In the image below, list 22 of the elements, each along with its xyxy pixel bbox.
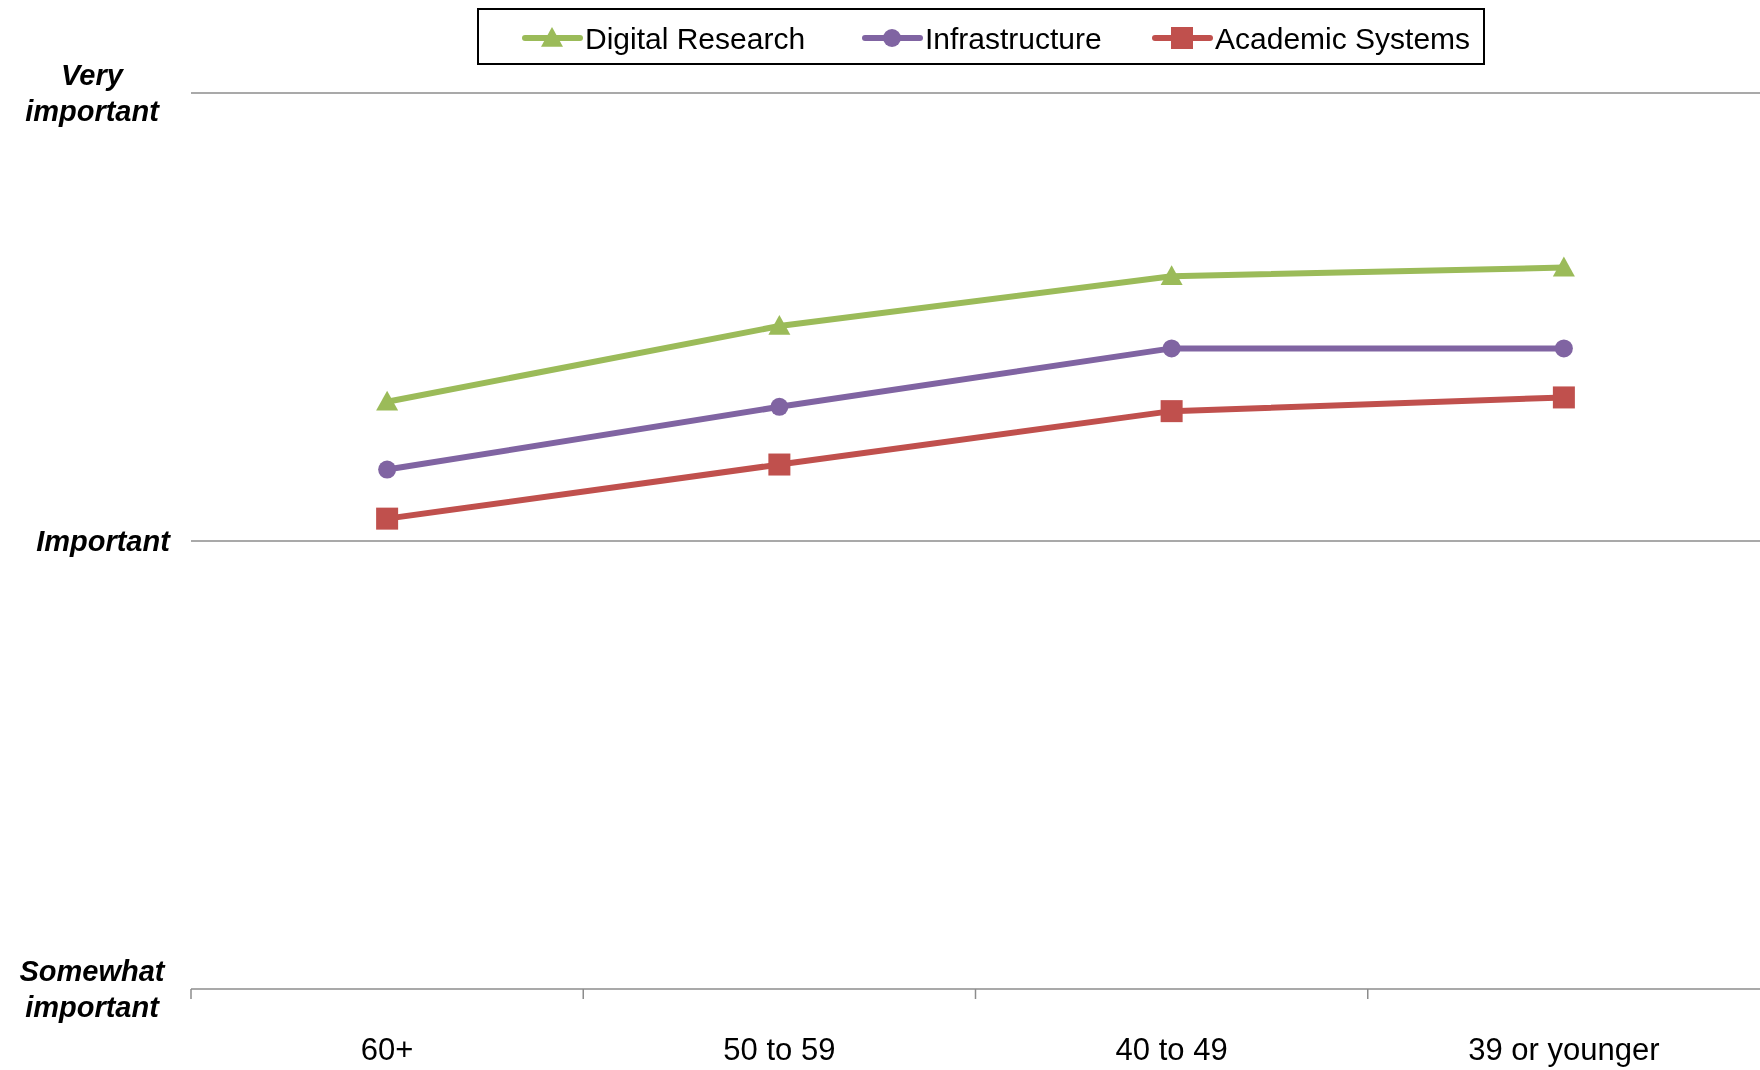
legend-label: Academic Systems — [1215, 22, 1471, 55]
legend-label: Digital Research — [585, 22, 806, 55]
legend-label: Infrastructure — [925, 22, 1102, 55]
point — [1552, 256, 1575, 277]
point — [768, 453, 791, 476]
point — [1552, 386, 1575, 409]
x-tick-label: 60+ — [360, 1032, 414, 1067]
point — [1554, 339, 1573, 358]
point — [770, 397, 789, 416]
point — [1160, 400, 1183, 423]
x-tick-label: 50 to 59 — [723, 1032, 836, 1067]
x-tick-label: 40 to 49 — [1115, 1032, 1228, 1067]
point — [376, 507, 399, 530]
point — [1160, 265, 1183, 286]
point — [378, 460, 397, 479]
point — [376, 390, 399, 411]
point — [768, 315, 791, 335]
x-tick-label: 39 or younger — [1468, 1032, 1660, 1067]
ref-line-label: Important — [36, 525, 172, 557]
point — [1162, 339, 1181, 358]
text: Somewhat important — [19, 955, 166, 1023]
ref-line-label: Very important — [25, 59, 161, 127]
